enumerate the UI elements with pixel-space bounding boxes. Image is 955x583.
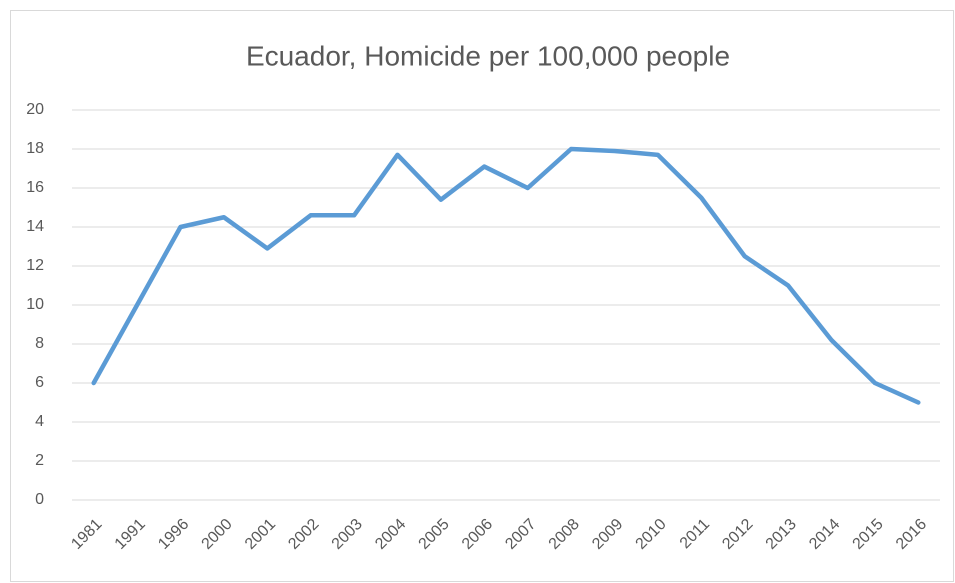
y-tick-label: 16 [26, 179, 44, 196]
y-tick-label: 6 [35, 374, 44, 391]
data-line [91, 146, 921, 405]
y-tick-label: 0 [35, 491, 44, 508]
y-tick-label: 2 [35, 452, 44, 469]
y-tick-label: 18 [26, 140, 44, 157]
chart-frame [10, 10, 954, 582]
chart-title: Ecuador, Homicide per 100,000 people [246, 40, 730, 71]
y-tick-label: 10 [26, 296, 44, 313]
y-tick-label: 8 [35, 335, 44, 352]
y-tick-label: 20 [26, 101, 44, 118]
y-tick-label: 12 [26, 257, 44, 274]
y-tick-label: 14 [26, 218, 44, 235]
y-tick-label: 4 [35, 413, 44, 430]
